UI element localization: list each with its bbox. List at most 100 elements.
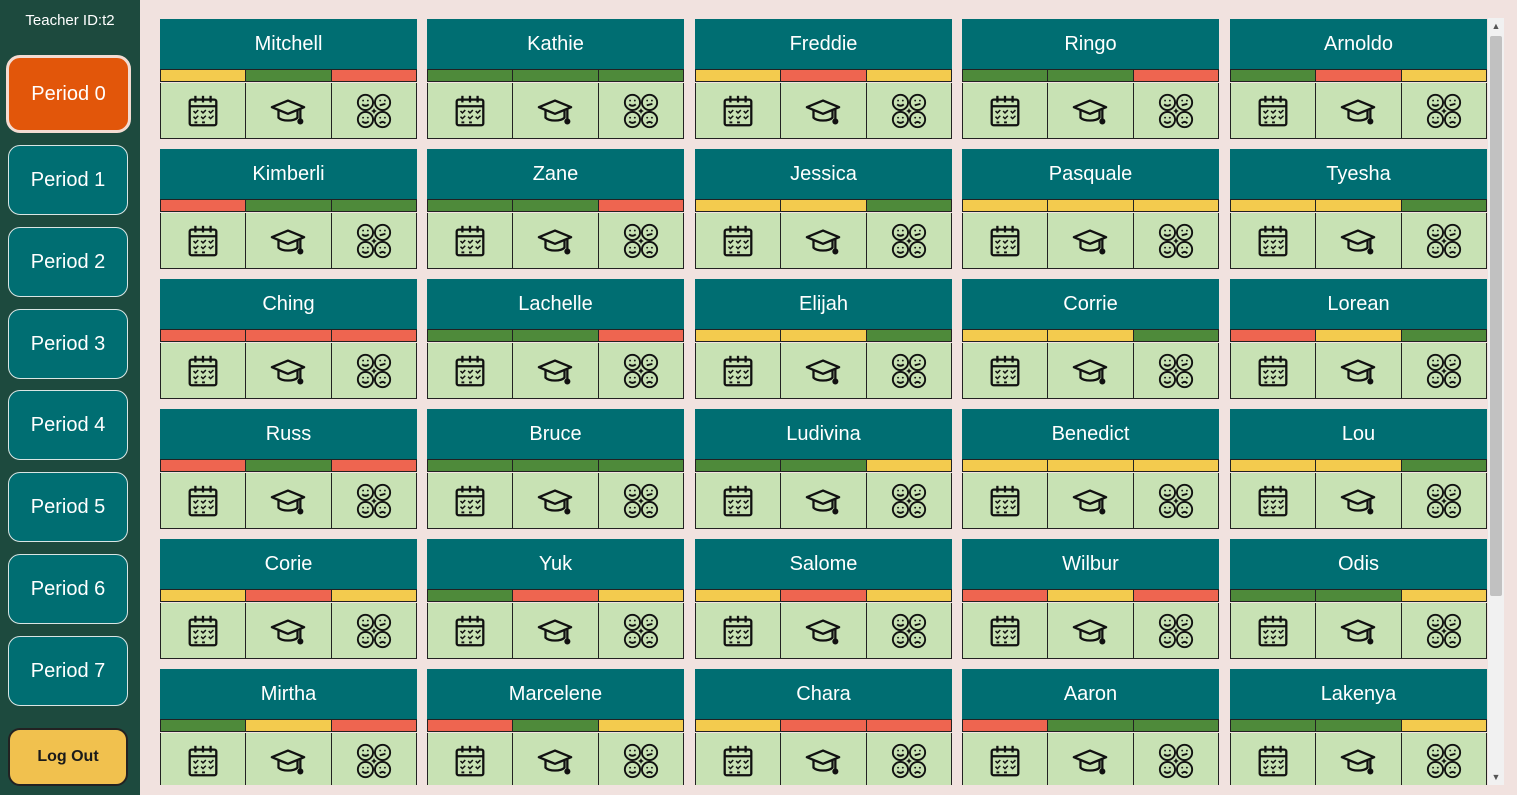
emotions-button[interactable] bbox=[866, 343, 952, 399]
calendar-button[interactable] bbox=[962, 603, 1049, 659]
period-button-4[interactable]: Period 4 bbox=[8, 390, 128, 460]
calendar-button[interactable] bbox=[1230, 213, 1317, 269]
student-card[interactable]: Elijah bbox=[695, 279, 952, 399]
graduation-cap-button[interactable] bbox=[246, 213, 332, 269]
student-card[interactable]: Chara bbox=[695, 669, 952, 785]
calendar-button[interactable] bbox=[695, 343, 782, 399]
calendar-button[interactable] bbox=[1230, 733, 1317, 785]
period-button-1[interactable]: Period 1 bbox=[8, 145, 128, 215]
calendar-button[interactable] bbox=[695, 473, 782, 529]
graduation-cap-button[interactable] bbox=[246, 343, 332, 399]
period-button-6[interactable]: Period 6 bbox=[8, 554, 128, 624]
emotions-button[interactable] bbox=[866, 603, 952, 659]
graduation-cap-button[interactable] bbox=[513, 83, 599, 139]
student-card[interactable]: Tyesha bbox=[1230, 149, 1487, 269]
graduation-cap-button[interactable] bbox=[781, 473, 867, 529]
emotions-button[interactable] bbox=[598, 83, 684, 139]
student-card[interactable]: Marcelene bbox=[427, 669, 684, 785]
student-card[interactable]: Lorean bbox=[1230, 279, 1487, 399]
graduation-cap-button[interactable] bbox=[246, 473, 332, 529]
graduation-cap-button[interactable] bbox=[1316, 83, 1402, 139]
student-card[interactable]: Mitchell bbox=[160, 19, 417, 139]
graduation-cap-button[interactable] bbox=[1316, 603, 1402, 659]
calendar-button[interactable] bbox=[1230, 83, 1317, 139]
graduation-cap-button[interactable] bbox=[1048, 83, 1134, 139]
student-card[interactable]: Russ bbox=[160, 409, 417, 529]
scroll-down-icon[interactable]: ▼ bbox=[1491, 772, 1501, 782]
scrollbar[interactable]: ▲ ▼ bbox=[1488, 18, 1504, 785]
student-card[interactable]: Wilbur bbox=[962, 539, 1219, 659]
calendar-button[interactable] bbox=[160, 83, 247, 139]
graduation-cap-button[interactable] bbox=[513, 473, 599, 529]
student-card[interactable]: Pasquale bbox=[962, 149, 1219, 269]
emotions-button[interactable] bbox=[1133, 83, 1219, 139]
emotions-button[interactable] bbox=[331, 213, 417, 269]
graduation-cap-button[interactable] bbox=[513, 603, 599, 659]
graduation-cap-button[interactable] bbox=[513, 343, 599, 399]
student-card[interactable]: Benedict bbox=[962, 409, 1219, 529]
scroll-thumb[interactable] bbox=[1490, 36, 1502, 596]
emotions-button[interactable] bbox=[1401, 83, 1487, 139]
student-card[interactable]: Lakenya bbox=[1230, 669, 1487, 785]
graduation-cap-button[interactable] bbox=[781, 343, 867, 399]
graduation-cap-button[interactable] bbox=[1316, 473, 1402, 529]
emotions-button[interactable] bbox=[1401, 733, 1487, 785]
calendar-button[interactable] bbox=[962, 733, 1049, 785]
student-card[interactable]: Kathie bbox=[427, 19, 684, 139]
emotions-button[interactable] bbox=[331, 83, 417, 139]
student-card[interactable]: Lachelle bbox=[427, 279, 684, 399]
student-card[interactable]: Freddie bbox=[695, 19, 952, 139]
calendar-button[interactable] bbox=[1230, 603, 1317, 659]
calendar-button[interactable] bbox=[695, 733, 782, 785]
graduation-cap-button[interactable] bbox=[1048, 213, 1134, 269]
scroll-up-icon[interactable]: ▲ bbox=[1491, 21, 1501, 31]
graduation-cap-button[interactable] bbox=[1048, 733, 1134, 785]
graduation-cap-button[interactable] bbox=[781, 83, 867, 139]
calendar-button[interactable] bbox=[962, 343, 1049, 399]
emotions-button[interactable] bbox=[1133, 213, 1219, 269]
emotions-button[interactable] bbox=[1401, 343, 1487, 399]
emotions-button[interactable] bbox=[331, 343, 417, 399]
student-card[interactable]: Salome bbox=[695, 539, 952, 659]
graduation-cap-button[interactable] bbox=[1316, 343, 1402, 399]
calendar-button[interactable] bbox=[962, 473, 1049, 529]
emotions-button[interactable] bbox=[1401, 603, 1487, 659]
graduation-cap-button[interactable] bbox=[781, 213, 867, 269]
student-card[interactable]: Ringo bbox=[962, 19, 1219, 139]
emotions-button[interactable] bbox=[866, 733, 952, 785]
emotions-button[interactable] bbox=[1133, 733, 1219, 785]
student-card[interactable]: Odis bbox=[1230, 539, 1487, 659]
student-card[interactable]: Ludivina bbox=[695, 409, 952, 529]
period-button-7[interactable]: Period 7 bbox=[8, 636, 128, 706]
graduation-cap-button[interactable] bbox=[781, 603, 867, 659]
student-card[interactable]: Corie bbox=[160, 539, 417, 659]
student-card[interactable]: Aaron bbox=[962, 669, 1219, 785]
calendar-button[interactable] bbox=[160, 733, 247, 785]
calendar-button[interactable] bbox=[695, 213, 782, 269]
period-button-0[interactable]: Period 0 bbox=[6, 55, 131, 133]
graduation-cap-button[interactable] bbox=[513, 213, 599, 269]
graduation-cap-button[interactable] bbox=[246, 603, 332, 659]
emotions-button[interactable] bbox=[1133, 343, 1219, 399]
calendar-button[interactable] bbox=[962, 213, 1049, 269]
graduation-cap-button[interactable] bbox=[246, 733, 332, 785]
calendar-button[interactable] bbox=[160, 213, 247, 269]
calendar-button[interactable] bbox=[1230, 473, 1317, 529]
emotions-button[interactable] bbox=[331, 603, 417, 659]
calendar-button[interactable] bbox=[427, 213, 514, 269]
calendar-button[interactable] bbox=[427, 83, 514, 139]
graduation-cap-button[interactable] bbox=[781, 733, 867, 785]
student-card[interactable]: Bruce bbox=[427, 409, 684, 529]
emotions-button[interactable] bbox=[598, 473, 684, 529]
calendar-button[interactable] bbox=[427, 473, 514, 529]
emotions-button[interactable] bbox=[598, 603, 684, 659]
calendar-button[interactable] bbox=[962, 83, 1049, 139]
student-card[interactable]: Zane bbox=[427, 149, 684, 269]
student-card[interactable]: Kimberli bbox=[160, 149, 417, 269]
emotions-button[interactable] bbox=[1401, 473, 1487, 529]
calendar-button[interactable] bbox=[427, 603, 514, 659]
student-card[interactable]: Ching bbox=[160, 279, 417, 399]
graduation-cap-button[interactable] bbox=[246, 83, 332, 139]
emotions-button[interactable] bbox=[1133, 603, 1219, 659]
calendar-button[interactable] bbox=[160, 343, 247, 399]
